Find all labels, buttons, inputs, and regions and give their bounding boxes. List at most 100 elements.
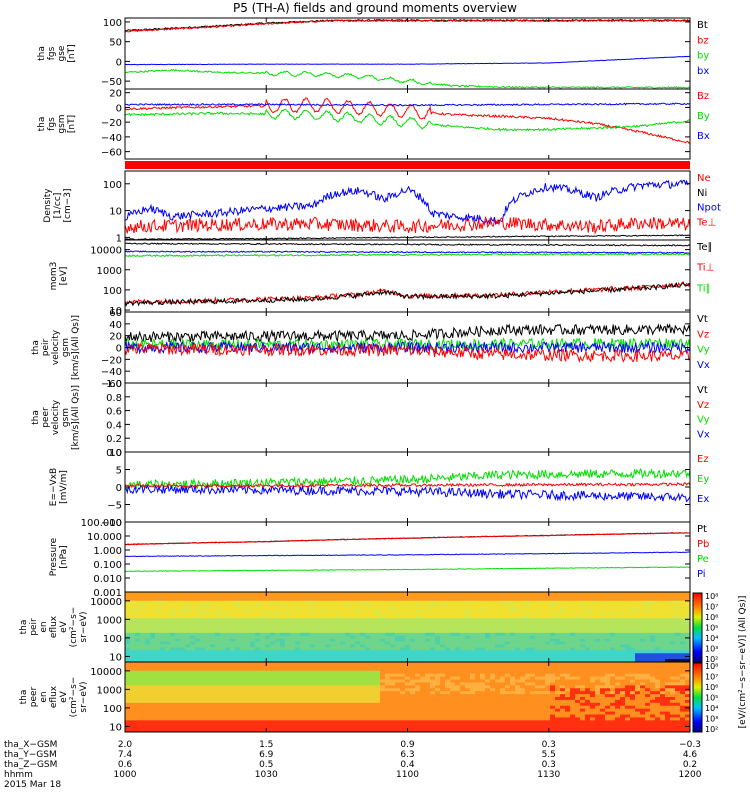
ylabel-efield: [mV/m]	[59, 470, 69, 504]
xaxis-row-label: tha_X−GSM	[4, 740, 57, 750]
ytick-label: 20	[109, 332, 122, 343]
ylabel-density: [1/cc]	[53, 193, 63, 219]
xaxis-value: 6.3	[400, 750, 414, 760]
ylabel-peer_vel: tha	[31, 410, 41, 425]
xaxis-value: 0.4	[400, 760, 415, 770]
colorbar-tick: 10⁷	[705, 603, 718, 612]
ytick-label: 10000	[90, 246, 122, 257]
legend-fgs_gse: by	[697, 51, 709, 62]
ytick-label: 60	[109, 308, 122, 319]
ylabel-temp: mom3	[49, 262, 59, 291]
ylabel-peer_vel: [km/s](All Qs)]	[71, 385, 81, 450]
peir_vel-line-Vt	[125, 323, 690, 343]
ytick-label: 10000	[90, 597, 122, 608]
colorbar-tick: 10⁴	[705, 704, 718, 713]
pressure-line-Pe	[125, 566, 690, 573]
fgs_gse-series	[125, 18, 690, 89]
ytick-label: 0.6	[106, 407, 122, 418]
ylabel-peer_en: en	[39, 691, 49, 702]
colorbar-tick: 10²	[705, 725, 718, 734]
density-series	[125, 179, 690, 240]
temp-line-Te∥	[125, 242, 690, 247]
efield-line-Ex	[125, 483, 690, 503]
legend-density: Ni	[697, 188, 707, 199]
panel-peir_en: 10000 1000 100 10 tha peir en eflux eV (cm²−s− sr−…	[19, 591, 691, 663]
peir_en-spectrogram	[125, 592, 690, 662]
ylabel-fgs_gsm: fgs	[47, 117, 57, 131]
legend-peer_vel: Vy	[697, 415, 710, 426]
temp-line-Te⊥	[125, 250, 690, 254]
panel-pressure: 100.000 10.000 1.000 0.100 0.010 0.001 Pressur…	[49, 518, 709, 599]
ytick-label: 0.2	[106, 434, 122, 445]
ylabel-peer_en: eV	[59, 690, 69, 703]
xaxis-value: 1200	[679, 770, 702, 780]
legend-efield: Ez	[697, 454, 709, 465]
peir_vel-line-Vy	[125, 337, 690, 352]
date-label: 2015 Mar 18	[4, 780, 61, 790]
ylabel-peer_en: sr−eV)	[79, 681, 89, 712]
legend-pressure: Pe	[697, 554, 709, 565]
colorbar-tick: 10⁶	[705, 613, 718, 622]
xaxis-value: 2.0	[118, 740, 133, 750]
ylabel-density: Density	[43, 188, 53, 223]
colorbar-tick: 10²	[705, 655, 718, 664]
legend-peir_vel: Vz	[697, 329, 709, 340]
xaxis-value: 1130	[537, 770, 560, 780]
ytick-label: 100	[103, 286, 122, 297]
efield-line-Ez	[125, 482, 690, 489]
ylabel-pressure: [nPa]	[59, 545, 69, 568]
ytick-label: 100	[103, 18, 122, 29]
ylabel-fgs_gse: tha	[37, 46, 47, 61]
ylabel-fgs_gse: gse	[57, 45, 67, 61]
ylabel-peir_en: peir	[29, 618, 39, 636]
fgs_gsm-line-Bx	[125, 102, 690, 107]
ytick-label: 100.000	[81, 518, 122, 529]
legend-efield: Ex	[697, 494, 709, 505]
panel-fgs_gse: 100 50 0 −50 tha fgs gse [nT] Bt bz by bx	[37, 17, 709, 90]
colorbar-tick: 10³	[705, 715, 718, 724]
ytick-label: 0	[116, 483, 122, 494]
xaxis-row-label: tha_Y−GSM	[4, 750, 57, 760]
ytick-label: 5	[116, 466, 122, 477]
xaxis-value: 0.3	[542, 760, 556, 770]
colorbar	[692, 592, 703, 663]
ylabel-peer_vel: gsm	[61, 408, 71, 427]
fgs_gsm-series	[125, 97, 690, 144]
ytick-label: 10000	[90, 667, 122, 678]
ytick-label: 0.100	[93, 560, 122, 571]
ylabel-density: [cm−3]	[63, 188, 73, 222]
xaxis-value: −0.3	[679, 740, 701, 750]
panel-temp: 10000 1000 100 10 mom3 [eV] Te∥ Ti⊥ Ti∥	[49, 239, 714, 317]
ylabel-peer_en: peer	[29, 686, 39, 707]
ytick-label: −10	[101, 518, 122, 529]
xaxis-row-label: tha_Z−GSM	[4, 760, 57, 770]
ytick-label: 100	[103, 704, 122, 715]
ylabel-peir_en: en	[39, 621, 49, 632]
fgs_gsm-line-Bz	[125, 97, 690, 144]
legend-fgs_gse: bz	[697, 35, 709, 46]
ylabel-peer_vel: velocity	[51, 399, 61, 435]
density-line-Npot	[125, 179, 690, 226]
xaxis-value: 0.3	[542, 740, 556, 750]
xaxis-value: 7.4	[118, 750, 133, 760]
ytick-label: 10	[109, 207, 122, 218]
ylabel-fgs_gse: [nT]	[67, 44, 77, 62]
ylabel-peir_en: tha	[19, 620, 29, 635]
ytick-label: 20	[109, 89, 122, 100]
fgs_gse-line-by	[125, 68, 690, 89]
ytick-label: 10	[109, 306, 122, 317]
ylabel-peer_en: (cm²−s−	[69, 677, 79, 718]
ylabel-peer_en: tha	[19, 690, 29, 705]
ytick-label: −40	[101, 367, 122, 378]
ytick-label: 1000	[97, 266, 122, 277]
legend-pressure: Pi	[697, 569, 706, 580]
temp-line-Ti∥	[125, 252, 690, 258]
pressure-line-Pi	[125, 551, 690, 558]
fgs_gse-frame	[124, 17, 691, 90]
ytick-label: 100	[103, 180, 122, 191]
ylabel-peer_en: eflux	[49, 685, 59, 708]
fgs_gse-line-bx	[125, 55, 690, 66]
xaxis-value: 1030	[255, 770, 278, 780]
ytick-label: 10.000	[87, 532, 122, 543]
ytick-label: −60	[101, 148, 122, 159]
